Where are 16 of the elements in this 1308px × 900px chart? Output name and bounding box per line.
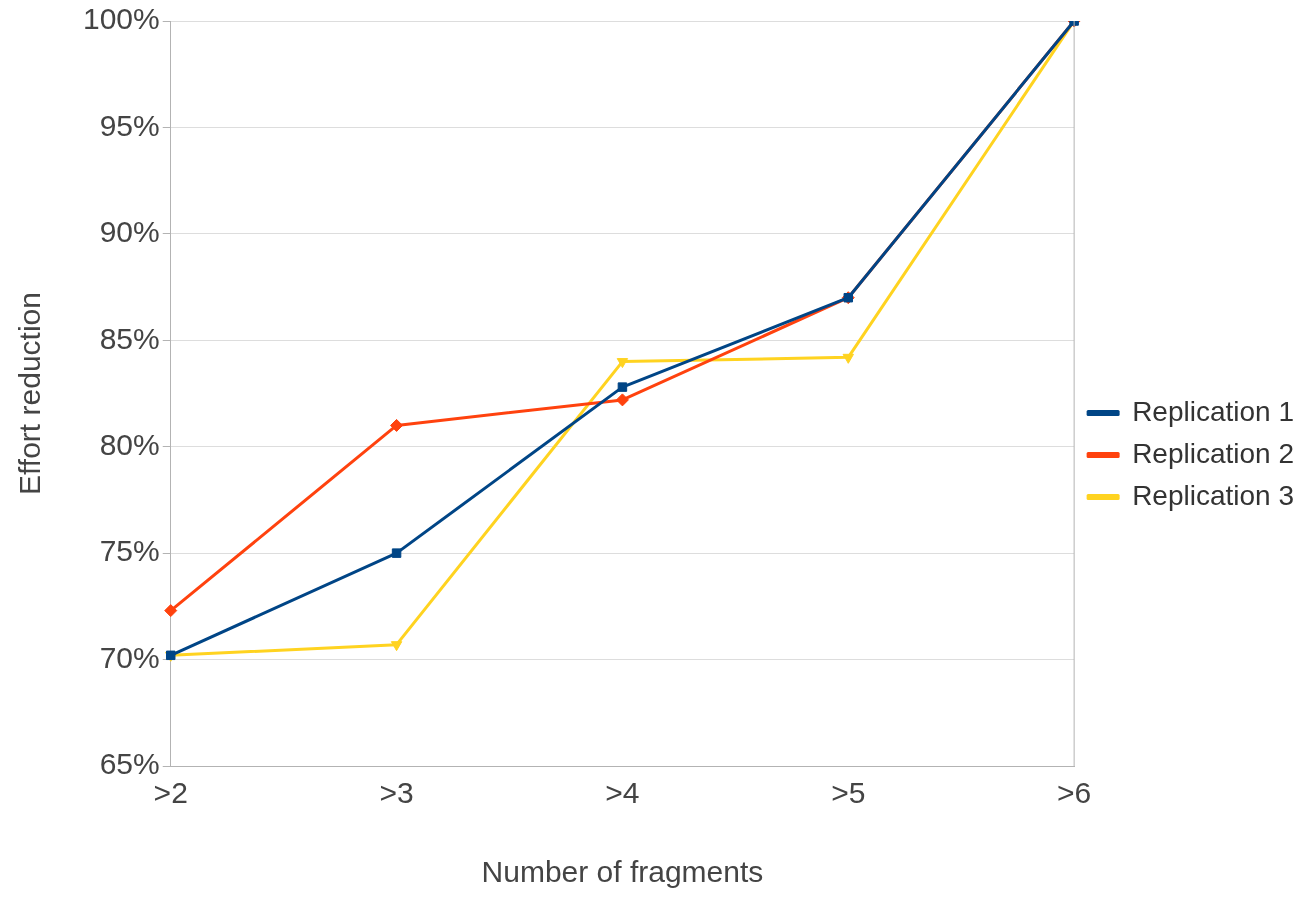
legend-label: Replication 3 (1132, 479, 1294, 511)
x-axis-title: Number of fragments (481, 855, 764, 889)
x-tick-label: >4 (605, 776, 640, 810)
y-tick-label: 85% (99, 321, 160, 355)
y-tick-label: 95% (99, 108, 160, 142)
legend-label: Replication 1 (1132, 395, 1294, 427)
y-tick-label: 80% (99, 427, 160, 461)
x-tick-label: >3 (379, 776, 414, 810)
y-tick-label: 100% (82, 2, 160, 36)
y-tick-label: 75% (99, 534, 160, 568)
y-axis-title: Effort reduction (13, 292, 47, 495)
x-tick-label: >5 (831, 776, 866, 810)
legend-label: Replication 2 (1132, 437, 1294, 469)
x-tick-label: >6 (1057, 776, 1092, 810)
y-tick-label: 70% (99, 640, 160, 674)
y-tick-label: 90% (99, 215, 160, 249)
